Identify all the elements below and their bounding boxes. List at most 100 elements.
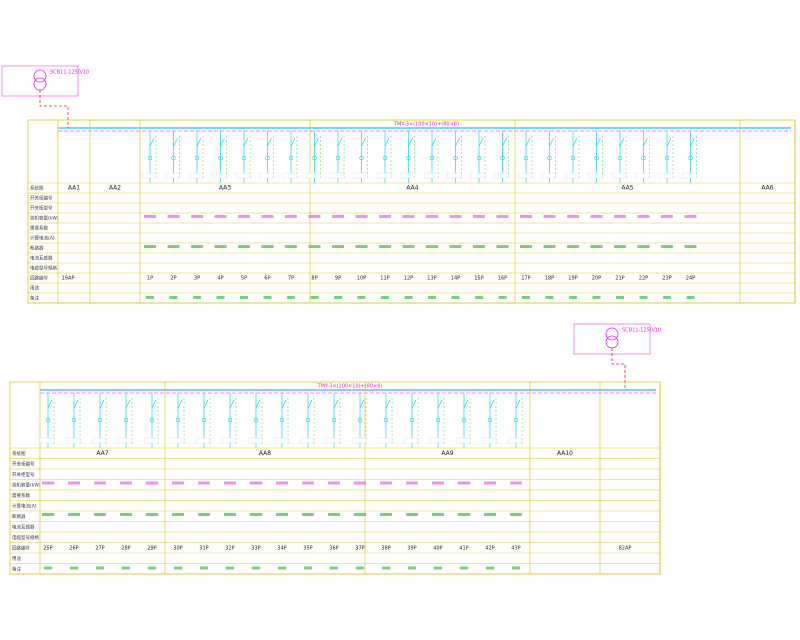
table-cell-fill [214, 215, 227, 218]
table-cell-fill [250, 513, 262, 516]
row-label: 装机容量(kW) [30, 215, 59, 222]
breaker-symbol [220, 137, 225, 147]
table-cell-fill [94, 481, 106, 485]
table-cell-fill [380, 513, 392, 516]
table-cell-fill [567, 245, 579, 248]
ct-symbol [147, 155, 153, 161]
circuit-label: 25P [43, 545, 52, 551]
feeder-tag [682, 172, 697, 179]
table-cell-fill [684, 215, 697, 218]
breaker-symbol [361, 137, 366, 147]
table-cell-fill [70, 566, 78, 570]
feeder-tag [91, 437, 107, 444]
table-cell-fill [545, 296, 554, 299]
breaker-symbol [515, 399, 521, 409]
breaker-symbol [385, 399, 391, 409]
incoming-feeder [39, 90, 69, 128]
table-cell-fill [357, 296, 366, 299]
ct-symbol [288, 155, 294, 161]
table-cell-fill [302, 513, 314, 516]
ct-symbol [435, 417, 441, 423]
circuit-label: 16P [498, 276, 507, 282]
breaker-symbol [619, 137, 625, 147]
table-cell-fill [449, 215, 462, 218]
table-cell-fill [484, 481, 496, 485]
feeder-tag [282, 172, 298, 179]
breaker-symbol [177, 399, 183, 409]
ct-symbol [617, 155, 623, 161]
feeder-tag [65, 437, 81, 444]
table-cell-fill [198, 513, 210, 516]
table-cell-fill [302, 481, 314, 485]
breaker-symbol [99, 399, 105, 409]
feeder-tag [221, 437, 237, 444]
feeder-tag [423, 172, 439, 179]
feeder-tag [299, 437, 315, 444]
table-cell-fill [334, 296, 342, 299]
ct-symbol [688, 155, 693, 161]
table-cell-fill [96, 566, 104, 570]
breaker-symbol [489, 399, 495, 409]
table-cell-fill [639, 296, 648, 299]
breaker-symbol [149, 137, 155, 147]
ct-symbol [123, 417, 129, 423]
breaker-symbol [151, 399, 157, 409]
table-cell-fill [520, 215, 532, 218]
feeder-tag [235, 172, 251, 179]
table-cell-fill [174, 566, 182, 570]
table-cell-fill [330, 566, 338, 570]
circuit-label: 12P [404, 276, 413, 282]
ct-symbol [594, 155, 599, 161]
breaker-symbol [411, 399, 417, 409]
row-label: 电缆型号规格 [12, 534, 39, 541]
breaker-symbol [525, 137, 531, 147]
circuit-label: 41P [459, 545, 468, 551]
row-label: 备注 [30, 295, 39, 302]
breaker-symbol [333, 399, 339, 409]
table-cell-fill [426, 215, 438, 218]
table-cell-fill [250, 481, 262, 485]
table-cell-fill [458, 513, 470, 516]
table-cell-fill [42, 513, 54, 516]
table-cell-fill [276, 513, 288, 516]
table-cell-fill [616, 296, 624, 299]
feeder-tag [329, 172, 345, 179]
table-cell-fill [543, 215, 556, 218]
ct-symbol [453, 155, 458, 161]
ct-symbol [382, 155, 388, 161]
table-cell-fill [510, 481, 522, 485]
row-label: 用途 [12, 555, 21, 562]
table-cell-fill [198, 481, 210, 485]
table-cell-fill [144, 215, 156, 218]
table-cell-fill [614, 245, 626, 248]
table-cell-fill [328, 513, 340, 516]
table-cell-fill [460, 566, 468, 570]
circuit-label: 35P [303, 545, 312, 551]
feeder-tag [429, 437, 445, 444]
table-cell-fill [663, 296, 671, 299]
breaker-symbol [173, 137, 178, 147]
ct-symbol [194, 155, 200, 161]
table-cell-fill [661, 215, 673, 218]
feeder-tag [273, 437, 289, 444]
circuit-label: 28P [121, 545, 130, 551]
table-cell-fill [146, 296, 154, 299]
panel-label: AA8 [259, 450, 271, 457]
table-cell-fill [328, 481, 340, 485]
breaker-symbol [431, 137, 437, 147]
table-cell-fill [356, 566, 364, 570]
circuit-label: 42P [485, 545, 494, 551]
table-cell-fill [486, 566, 494, 570]
feeder-tag [588, 172, 603, 179]
table-cell-fill [285, 215, 297, 218]
row-label: 电流互感器 [12, 523, 35, 530]
table-cell-fill [276, 481, 288, 485]
table-cell-fill [120, 481, 132, 485]
breaker-symbol [314, 137, 319, 147]
table-cell-fill [252, 566, 260, 570]
ct-symbol [312, 155, 317, 161]
circuit-label: 17P [521, 276, 530, 282]
ct-symbol [357, 417, 363, 423]
ct-symbol [429, 155, 435, 161]
